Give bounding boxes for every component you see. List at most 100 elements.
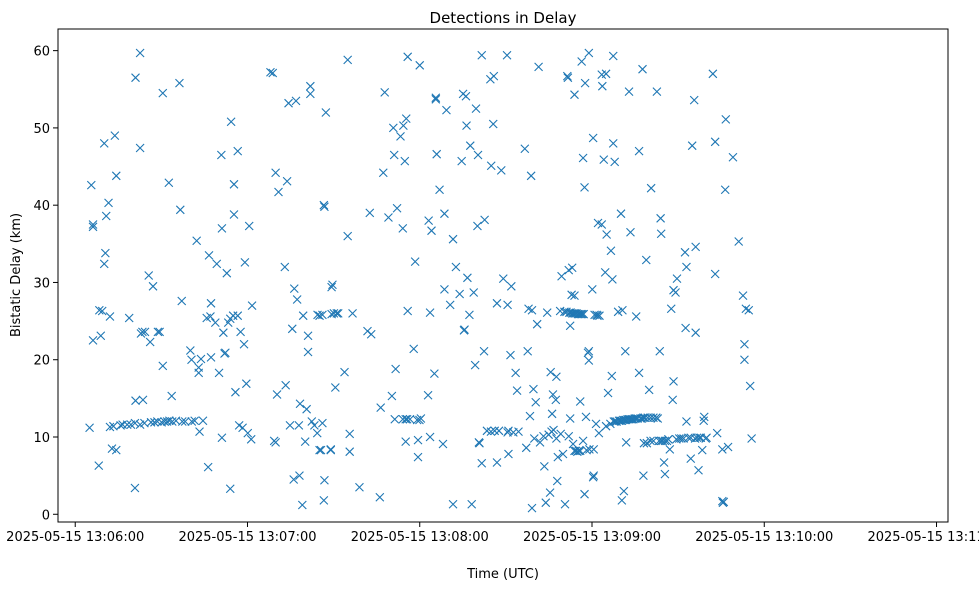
data-point-marker [477, 50, 487, 60]
data-point-marker [398, 223, 408, 233]
data-point-marker [588, 472, 598, 482]
data-point-marker [198, 416, 208, 426]
data-point-marker [175, 205, 185, 215]
data-point-marker [578, 436, 588, 446]
data-point-marker [558, 449, 568, 459]
data-point-marker [105, 312, 115, 321]
data-point-marker [607, 371, 617, 381]
y-axis-ticks: 0 10 20 30 40 50 60 [33, 45, 58, 523]
data-point-marker [190, 416, 200, 426]
data-point-marker [389, 150, 399, 160]
data-point-marker [577, 309, 587, 319]
data-point-marker [672, 274, 682, 283]
data-point-marker [562, 71, 572, 81]
x-tick-label: 2025-05-15 13:08:00 [351, 530, 489, 545]
data-point-marker [563, 73, 573, 83]
data-point-marker [574, 309, 584, 319]
data-point-marker [167, 417, 177, 426]
data-point-marker [319, 200, 329, 210]
data-point-marker [402, 414, 412, 424]
data-point-marker [187, 417, 197, 426]
data-point-marker [646, 436, 655, 446]
data-point-marker [723, 442, 733, 452]
data-point-marker [326, 445, 336, 455]
data-point-marker [295, 471, 304, 481]
data-point-marker [318, 418, 327, 428]
data-point-marker [641, 255, 651, 265]
data-point-marker [681, 323, 690, 333]
data-point-marker [416, 414, 426, 423]
data-point-marker [164, 178, 174, 188]
data-point-marker [686, 454, 696, 464]
data-point-marker [568, 439, 578, 449]
data-point-marker [210, 318, 220, 328]
data-point-marker [131, 73, 140, 83]
data-point-marker [475, 438, 484, 448]
data-point-marker [638, 64, 647, 74]
data-point-marker [471, 104, 481, 113]
data-point-marker [111, 171, 121, 181]
chart-title: Detections in Delay [430, 9, 577, 27]
data-point-marker [340, 367, 349, 377]
data-point-marker [284, 98, 293, 108]
data-point-marker [212, 259, 222, 269]
data-point-marker [442, 105, 451, 115]
data-point-marker [145, 337, 155, 347]
data-point-marker [546, 367, 556, 377]
x-tick-label: 2025-05-15 13:06:00 [6, 530, 144, 545]
data-point-marker [135, 143, 145, 153]
data-point-marker [738, 291, 748, 300]
data-point-marker [582, 445, 591, 455]
data-point-marker [280, 262, 290, 272]
data-point-marker [659, 458, 669, 467]
data-point-marker [398, 414, 408, 424]
data-point-marker [599, 155, 609, 164]
data-point-marker [520, 144, 530, 154]
data-point-marker [631, 312, 641, 321]
data-points [85, 48, 757, 513]
data-point-marker [451, 262, 461, 272]
data-point-marker [570, 90, 579, 100]
data-point-marker [506, 350, 515, 360]
data-point-marker [607, 274, 617, 284]
data-point-marker [674, 434, 684, 443]
data-point-marker [531, 397, 541, 407]
data-point-marker [300, 437, 310, 447]
data-point-marker [217, 433, 227, 443]
data-point-marker [343, 231, 353, 241]
data-point-marker [415, 60, 425, 70]
data-point-marker [634, 368, 644, 378]
data-point-marker [565, 321, 575, 331]
data-point-marker [587, 285, 597, 294]
y-tick-label: 60 [33, 45, 50, 60]
data-point-marker [462, 121, 471, 130]
data-point-marker [266, 67, 275, 77]
data-point-marker [567, 263, 577, 273]
data-point-marker [194, 368, 204, 378]
data-point-marker [694, 465, 703, 475]
data-point-marker [541, 498, 551, 508]
data-point-marker [303, 347, 313, 357]
data-point-marker [719, 497, 729, 507]
data-point-marker [378, 168, 388, 178]
data-point-marker [291, 96, 301, 106]
data-point-marker [155, 327, 165, 337]
y-tick-label: 40 [33, 199, 50, 214]
data-point-marker [319, 495, 329, 505]
data-point-marker [708, 69, 718, 79]
data-point-marker [206, 312, 215, 321]
data-point-marker [744, 305, 754, 315]
data-point-marker [100, 248, 110, 258]
data-point-marker [305, 81, 315, 91]
data-point-marker [741, 304, 751, 314]
y-axis-label: Bistatic Delay (km) [9, 213, 24, 337]
data-point-marker [150, 417, 159, 427]
data-point-marker [720, 185, 730, 195]
data-point-marker [427, 226, 436, 236]
data-point-marker [425, 308, 435, 317]
data-point-marker [506, 281, 516, 291]
data-point-marker [551, 395, 561, 405]
data-point-marker [88, 222, 98, 232]
data-point-marker [740, 339, 749, 349]
